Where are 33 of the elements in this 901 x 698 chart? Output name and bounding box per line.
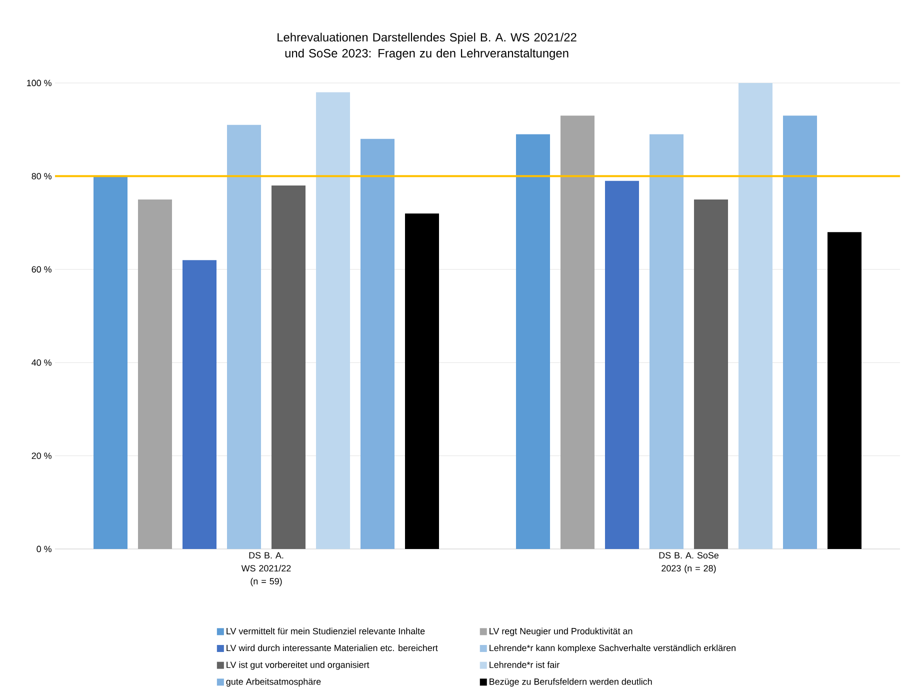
bar [316, 92, 350, 549]
bar [405, 213, 440, 549]
bar [828, 232, 862, 549]
y-tick-label: 40 % [32, 359, 52, 366]
legend-label: LV regt Neugier und Produktivität an [490, 628, 632, 636]
bar [182, 260, 217, 549]
x-tick-label: DS B. A. WS 2021/22 (n = 59) [241, 552, 291, 586]
bar [272, 186, 306, 549]
legend-label: Lehrende*r ist fair [490, 661, 560, 668]
bar [138, 199, 172, 549]
legend-label: LV vermittelt für mein Studienziel relevante Inhalte [226, 628, 425, 634]
x-tick-label: DS B. A. SoSe 2023 (n = 28) [659, 552, 719, 574]
bar [227, 124, 262, 549]
bar [94, 176, 128, 549]
bar [360, 138, 395, 549]
legend-label: LV wird durch interessante Materialien etc. bereichert [226, 644, 438, 652]
chart-title: Lehrevaluationen Darstellendes Spiel B. A. WS 2021/22 und SoSe 2023: Fragen zu den Lehrveranstaltungen [278, 32, 576, 60]
bar [605, 180, 640, 549]
y-tick-label: 100 % [27, 80, 52, 86]
legend-label: gute Arbeitsatmosphäre [226, 678, 321, 687]
y-tick-label: 60 % [32, 266, 52, 273]
bar [694, 199, 728, 549]
bar [650, 134, 684, 549]
y-tick-label: 20 % [32, 452, 52, 459]
bar [738, 82, 773, 549]
legend-label: Bezüge zu Berufsfeldern werden deutlich [490, 678, 652, 687]
legend-label: Lehrende*r kann komplexe Sachverhalte verständlich erklären [490, 644, 736, 653]
y-tick-label: 80 % [32, 173, 52, 180]
bar [560, 116, 595, 549]
bar [783, 116, 818, 549]
y-tick-label: 0 % [36, 546, 52, 552]
legend-label: LV ist gut vorbereitet und organisiert [226, 661, 370, 670]
bar [516, 134, 550, 549]
